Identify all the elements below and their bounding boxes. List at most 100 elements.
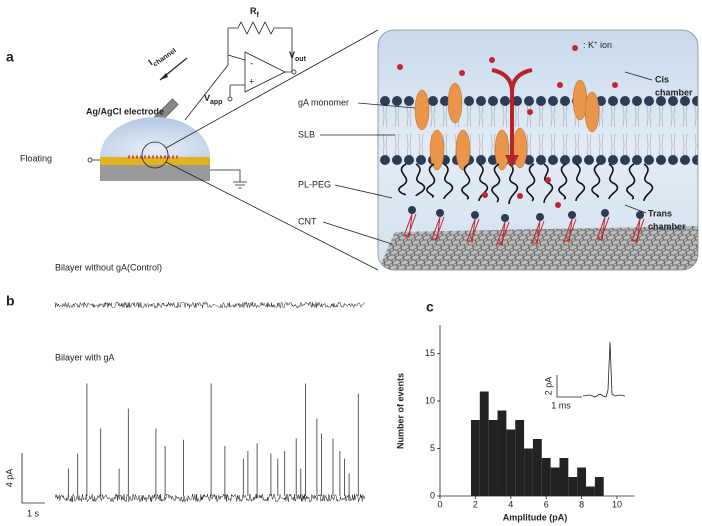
cnt-link — [531, 220, 545, 246]
lipid-head — [512, 96, 522, 106]
lipid-head — [608, 96, 618, 106]
lipid-head — [392, 96, 402, 106]
ion-sup: + — [594, 41, 598, 47]
lipid-head — [560, 96, 570, 106]
lipid-tail — [562, 104, 568, 157]
lipid-head — [596, 155, 606, 165]
y-tick-label: 10 — [425, 395, 435, 405]
x-tick-label: 2 — [473, 499, 478, 509]
rf-main: R — [250, 6, 257, 16]
k-ion — [612, 82, 618, 88]
cnt-link — [496, 221, 510, 247]
k-ion — [397, 64, 403, 70]
ga-monomer — [429, 129, 445, 171]
op-minus: - — [250, 58, 253, 68]
lipid-tail — [622, 104, 628, 157]
peg-anchor — [408, 206, 416, 214]
x-tick-label: 10 — [612, 499, 622, 509]
histogram-bar — [515, 420, 525, 496]
peg-anchor — [471, 211, 479, 219]
lipid-head — [548, 155, 558, 165]
histogram-bar — [594, 477, 604, 496]
lipid-head — [524, 96, 534, 106]
lipid-tail — [670, 104, 676, 157]
lipid-head — [440, 96, 450, 106]
peg-anchor — [636, 211, 644, 219]
panel-label: a — [6, 49, 14, 65]
peg-anchor — [536, 213, 544, 221]
inset-trace — [582, 341, 626, 398]
lipid-head — [692, 155, 698, 165]
lipid-head — [380, 96, 390, 106]
lipid-head — [536, 96, 546, 106]
lipid-tail — [682, 104, 688, 157]
ion-flow-arrow — [491, 68, 533, 158]
schematic-label: gA monomer — [298, 97, 349, 107]
lipid-head — [692, 96, 698, 106]
ion-legend-dot — [572, 45, 578, 51]
x-tick-label: 6 — [544, 499, 549, 509]
ga-monomer — [455, 129, 471, 171]
ga-monomer — [494, 129, 510, 171]
current-traces — [54, 301, 365, 503]
histogram-bar — [541, 458, 551, 496]
peg-anchor — [601, 209, 609, 217]
k-ion — [482, 192, 488, 198]
cnt-link — [563, 218, 577, 244]
pl-peg — [461, 163, 489, 202]
lipid-head — [668, 155, 678, 165]
lipid-tail — [646, 104, 652, 157]
lipid-tail — [514, 104, 520, 157]
lipid-tail — [478, 104, 484, 157]
vout-sub: out — [295, 56, 307, 63]
lipid-head — [632, 155, 642, 165]
pl-peg — [558, 163, 586, 202]
lipid-tail — [550, 104, 556, 157]
inset-scale-bar — [556, 375, 582, 398]
lipid-head — [572, 155, 582, 165]
lipid-head — [620, 155, 630, 165]
lipid-head — [548, 96, 558, 106]
lipid-head — [656, 155, 666, 165]
rf-label: Rf — [250, 6, 260, 18]
peg-anchor — [568, 211, 576, 219]
lipid-head — [632, 96, 642, 106]
inset-scale-y: 2 pA — [543, 377, 553, 396]
vapp-main: V — [204, 93, 210, 103]
pl-peg — [426, 163, 454, 200]
lipid-head — [488, 96, 498, 106]
y-axis-label: Number of events — [395, 373, 405, 449]
cis-label: Cis — [655, 74, 669, 84]
trace-title: Bilayer with gA — [55, 352, 115, 362]
histogram-bar — [524, 448, 533, 496]
lipid-tail — [406, 104, 412, 157]
lipid-tail — [610, 104, 616, 157]
panel-label: b — [6, 293, 15, 309]
lipid-tail — [430, 104, 436, 157]
current-main: I — [147, 58, 155, 68]
histogram-bar — [488, 420, 498, 496]
k-ion — [555, 202, 561, 208]
lipid-tail — [598, 104, 604, 157]
lipid-tail — [490, 104, 496, 157]
y-tick-label: 0 — [430, 490, 435, 500]
lipid-tail — [634, 104, 640, 157]
ga-monomer — [414, 89, 430, 131]
lipid-tail — [658, 104, 664, 157]
control-trace — [54, 301, 365, 309]
current-label: Ichannel — [147, 43, 178, 70]
lipid-head — [500, 96, 510, 106]
cis-label: chamber — [655, 87, 693, 97]
histogram-bar — [479, 391, 489, 496]
schematic-label: SLB — [298, 129, 315, 139]
ga-monomer — [447, 82, 463, 124]
x-tick-label: 0 — [437, 499, 442, 509]
ga-monomer — [584, 91, 600, 133]
current-sub: channel — [152, 47, 178, 68]
histogram-bar — [497, 410, 507, 496]
cnt-link — [466, 218, 480, 244]
pl-peg — [398, 163, 426, 197]
x-tick-label: 4 — [508, 499, 513, 509]
histogram: 0 2 4 6 8 10 0 5 10 15 — [425, 325, 635, 509]
